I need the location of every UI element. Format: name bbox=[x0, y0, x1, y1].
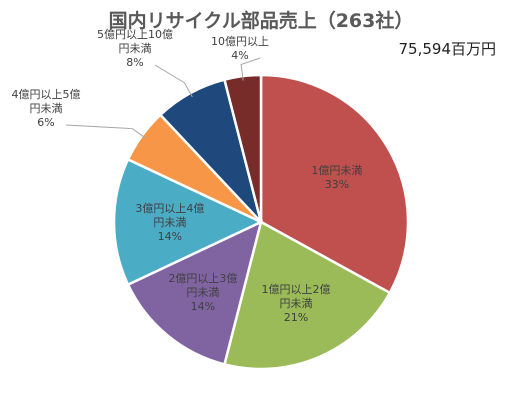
chart-title: 国内リサイクル部品売上（263社） bbox=[108, 10, 414, 32]
pie-slice bbox=[126, 219, 263, 366]
leader-line bbox=[65, 124, 146, 139]
slice-percent: 14% bbox=[158, 230, 182, 243]
slice-percent: 8% bbox=[126, 56, 143, 69]
slice-percent: 14% bbox=[191, 300, 215, 313]
total-value-label: 75,594百万円 bbox=[398, 40, 497, 58]
slice-label-line: 2億円以上3億 bbox=[168, 272, 237, 285]
slice-percent: 21% bbox=[284, 311, 308, 324]
slice-label: 3億円以上4億円未満 14% bbox=[135, 202, 204, 243]
slice-percent: 4% bbox=[231, 49, 248, 62]
slice-label-line: 3億円以上4億 bbox=[135, 202, 204, 215]
slice-label-line: 4億円以上5億 bbox=[12, 88, 81, 101]
slice-label: 5億円以上10億円未満 8% bbox=[97, 28, 173, 69]
slice-label-line: 10億円以上 bbox=[211, 35, 269, 48]
slice-label-line: 円未満 bbox=[30, 102, 63, 115]
slice-label: 1億円以上2億円未満 21% bbox=[262, 283, 331, 324]
pie-slice bbox=[222, 220, 392, 371]
slice-label-line: 1億円未満 bbox=[311, 164, 362, 177]
slice-label: 10億円以上 4% bbox=[211, 35, 269, 62]
pie-slice bbox=[259, 73, 410, 295]
slice-label: 1億円未満 33% bbox=[311, 164, 362, 191]
slice-label-line: 1億円以上2億 bbox=[262, 283, 331, 296]
pie-slice bbox=[112, 157, 264, 287]
slice-label-line: 5億円以上10億 bbox=[97, 28, 173, 41]
slice-label-line: 円未満 bbox=[119, 42, 152, 55]
slice-label-line: 円未満 bbox=[153, 216, 186, 229]
slice-label: 4億円以上5億円未満 6% bbox=[12, 88, 81, 129]
slice-percent: 6% bbox=[37, 116, 54, 129]
leader-line bbox=[154, 64, 193, 98]
slice-label: 2億円以上3億円未満 14% bbox=[168, 272, 237, 313]
slice-label-line: 円未満 bbox=[186, 286, 219, 299]
slice-percent: 33% bbox=[325, 178, 349, 191]
slice-label-line: 円未満 bbox=[280, 297, 313, 310]
leader-line bbox=[240, 57, 261, 81]
